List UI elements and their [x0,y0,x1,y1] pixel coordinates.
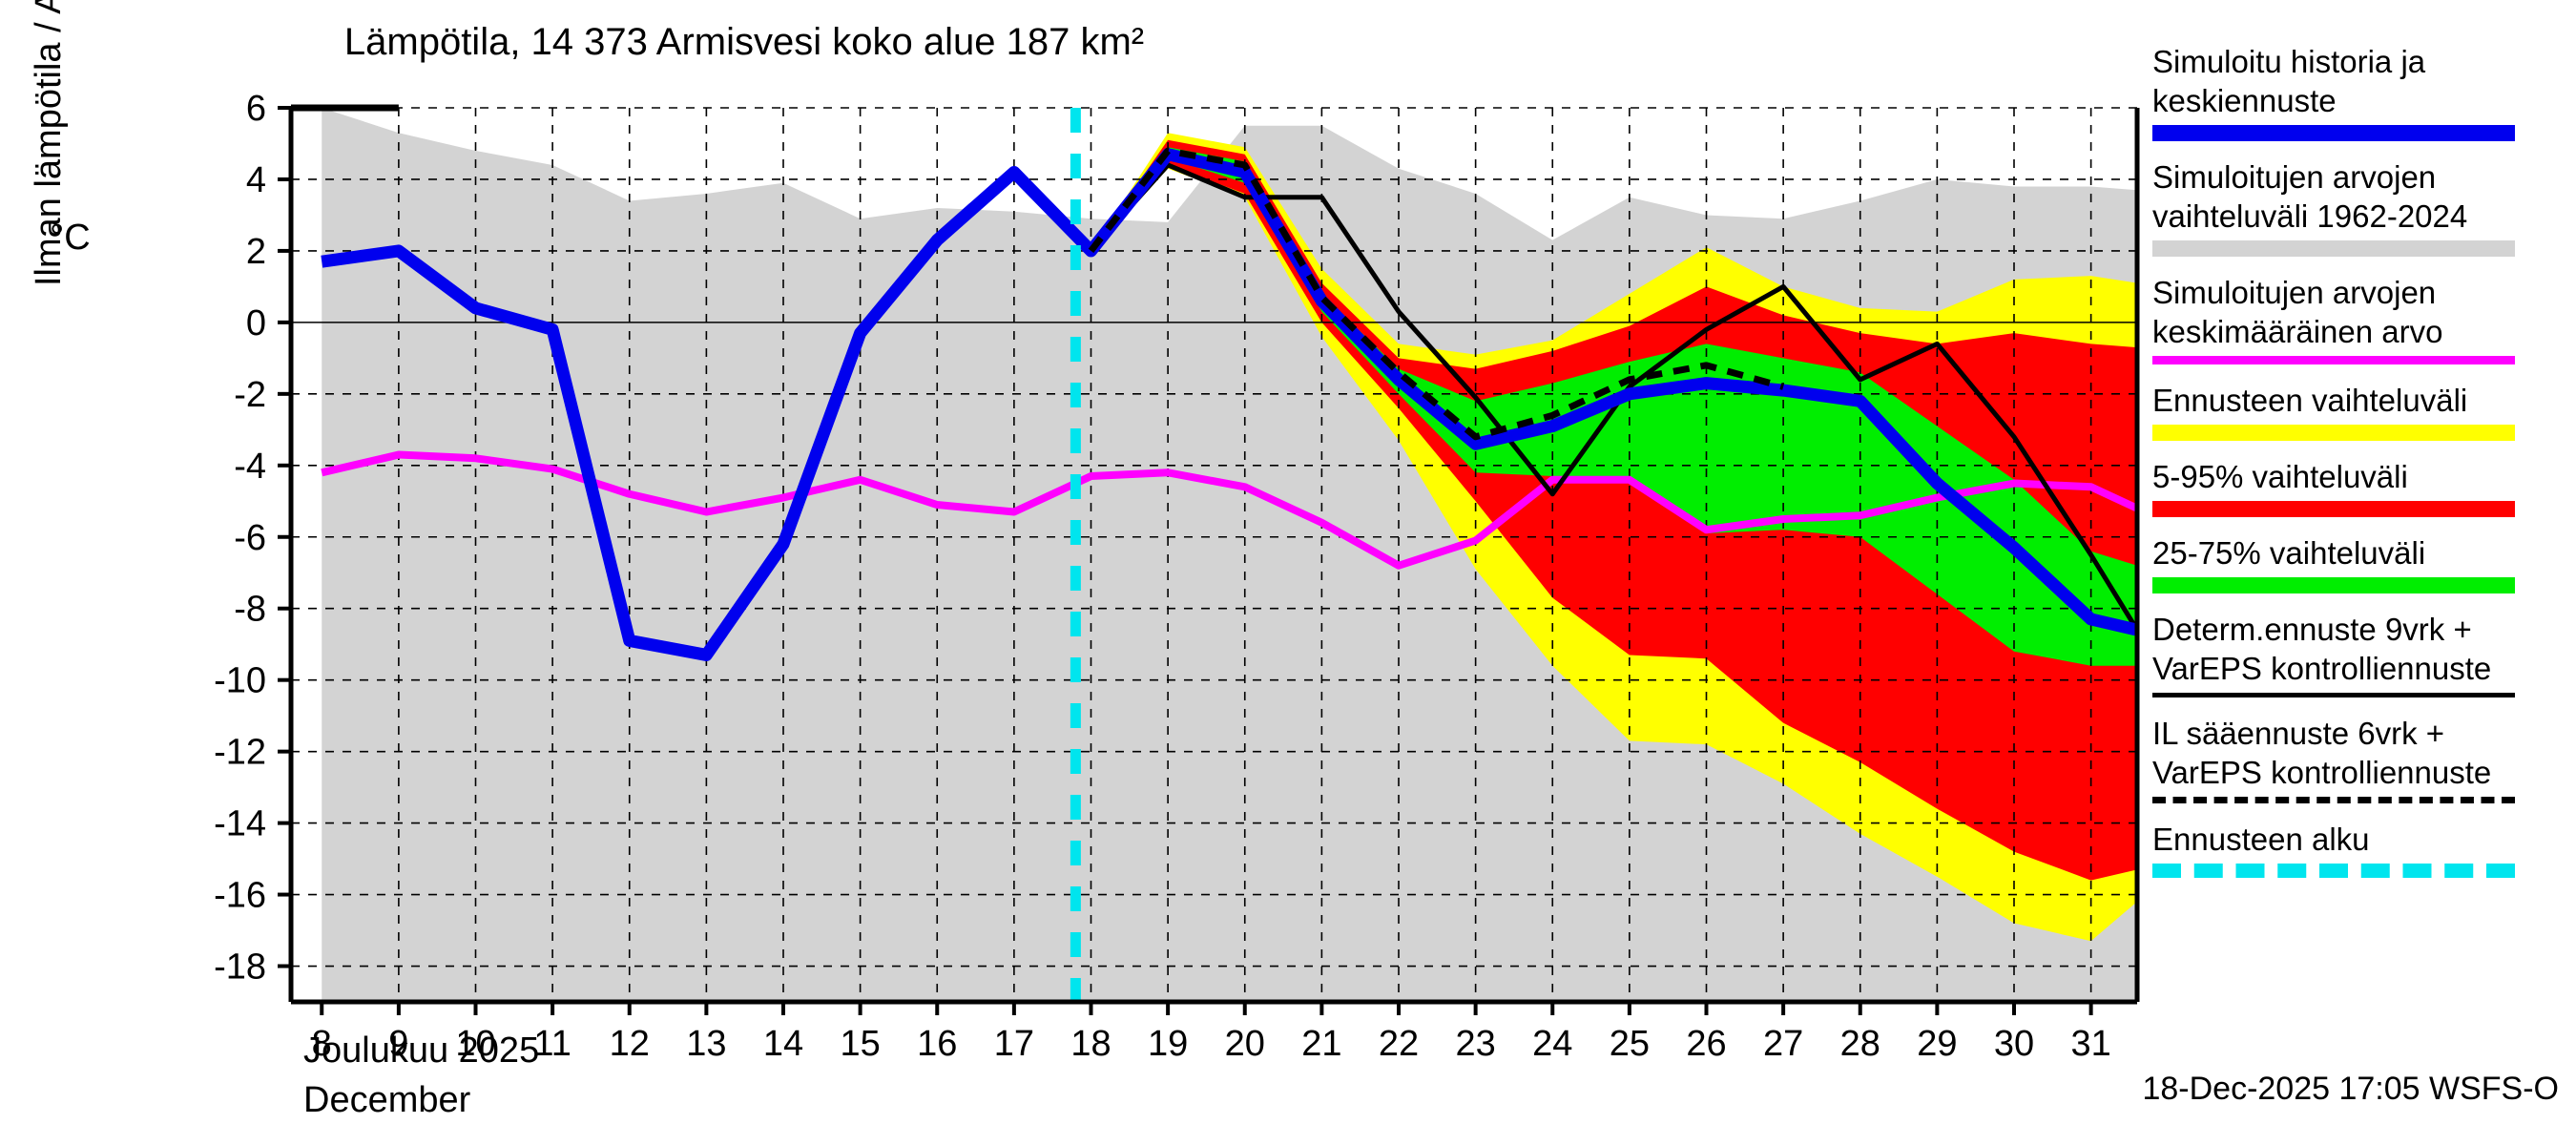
legend-forecast-range-swatch [2152,425,2515,441]
legend-simulated-mean: Simuloitujen arvojen keskimääräinen arvo [2152,273,2572,364]
legend-simulated-history-label: Simuloitu historia ja keskiennuste [2152,44,2426,118]
xtick-label-15: 15 [840,1024,880,1064]
xtick-label-20: 20 [1225,1024,1265,1064]
x-axis-label-fi: Joulukuu 2025 [303,1030,540,1071]
chart-legend: Simuloitu historia ja keskiennuste Simulo… [2152,42,2572,894]
legend-25-75-range-swatch [2152,577,2515,593]
legend-deterministic-forecast: Determ.ennuste 9vrk + VarEPS kontrollien… [2152,610,2572,697]
xtick-label-22: 22 [1379,1024,1419,1064]
ytick-label--10: -10 [214,661,266,701]
xtick-label-30: 30 [1994,1024,2034,1064]
legend-deterministic-forecast-label: Determ.ennuste 9vrk + VarEPS kontrollien… [2152,612,2492,686]
legend-forecast-range-label: Ennusteen vaihteluväli [2152,383,2468,418]
xtick-label-19: 19 [1148,1024,1188,1064]
xtick-label-31: 31 [2070,1024,2110,1064]
ytick-label--18: -18 [214,947,266,988]
ytick-label--6: -6 [234,518,266,558]
legend-5-95-range-swatch [2152,501,2515,517]
legend-simulated-range-label: Simuloitujen arvojen vaihteluväli 1962-2… [2152,159,2468,234]
xtick-label-16: 16 [917,1024,957,1064]
xtick-label-29: 29 [1917,1024,1957,1064]
xtick-label-21: 21 [1301,1024,1341,1064]
xtick-label-11: 11 [533,1024,571,1064]
ytick-label-6: 6 [246,89,266,129]
ytick-label-2: 2 [246,232,266,272]
chart-title: Lämpötila, 14 373 Armisvesi koko alue 18… [343,21,1145,63]
ytick-label-0: 0 [246,303,266,344]
legend-il-weather-forecast: IL sääennuste 6vrk + VarEPS kontrollienn… [2152,714,2572,803]
legend-forecast-start-swatch [2152,864,2515,878]
ytick-label--2: -2 [234,375,266,415]
xtick-label-24: 24 [1532,1024,1572,1064]
ytick-label--16: -16 [214,876,266,916]
xtick-label-26: 26 [1686,1024,1726,1064]
legend-simulated-history: Simuloitu historia ja keskiennuste [2152,42,2572,141]
xtick-label-17: 17 [994,1024,1034,1064]
xtick-label-8: 8 [312,1024,332,1064]
legend-il-weather-forecast-swatch [2152,797,2515,803]
xtick-label-23: 23 [1455,1024,1495,1064]
ytick-label--12: -12 [214,733,266,773]
xtick-label-18: 18 [1070,1024,1111,1064]
legend-simulated-mean-swatch [2152,356,2515,364]
series-deterministic [1089,162,2137,632]
legend-simulated-mean-label: Simuloitujen arvojen keskimääräinen arvo [2152,275,2443,349]
xtick-label-28: 28 [1840,1024,1880,1064]
x-axis-label-en: December [303,1080,471,1120]
ytick-label--14: -14 [214,804,266,844]
xtick-label-9: 9 [388,1024,408,1064]
legend-forecast-start-label: Ennusteen alku [2152,822,2370,857]
ytick-label--8: -8 [234,590,266,630]
xtick-label-27: 27 [1763,1024,1803,1064]
legend-5-95-range-label: 5-95% vaihteluväli [2152,459,2408,494]
xtick-label-14: 14 [763,1024,803,1064]
legend-forecast-start: Ennusteen alku [2152,820,2572,878]
legend-simulated-range-swatch [2152,240,2515,257]
series-simulated-history [321,148,2137,661]
legend-simulated-history-swatch [2152,125,2515,141]
xtick-label-10: 10 [455,1024,495,1064]
legend-deterministic-forecast-swatch [2152,693,2515,697]
legend-5-95-range: 5-95% vaihteluväli [2152,457,2572,517]
ytick-label--4: -4 [234,447,266,487]
legend-forecast-range: Ennusteen vaihteluväli [2152,381,2572,441]
xtick-label-12: 12 [610,1024,650,1064]
legend-25-75-range-label: 25-75% vaihteluväli [2152,535,2426,571]
xtick-label-25: 25 [1610,1024,1650,1064]
y-axis-unit-label: °C [50,218,91,258]
series-simulated-mean [321,450,2137,570]
ytick-label-4: 4 [246,160,266,200]
timestamp-footer: 18-Dec-2025 17:05 WSFS-O [2142,1071,2559,1107]
legend-il-weather-forecast-label: IL sääennuste 6vrk + VarEPS kontrollienn… [2152,716,2492,790]
xtick-label-13: 13 [686,1024,726,1064]
legend-25-75-range: 25-75% vaihteluväli [2152,533,2572,593]
legend-simulated-range: Simuloitujen arvojen vaihteluväli 1962-2… [2152,157,2572,257]
